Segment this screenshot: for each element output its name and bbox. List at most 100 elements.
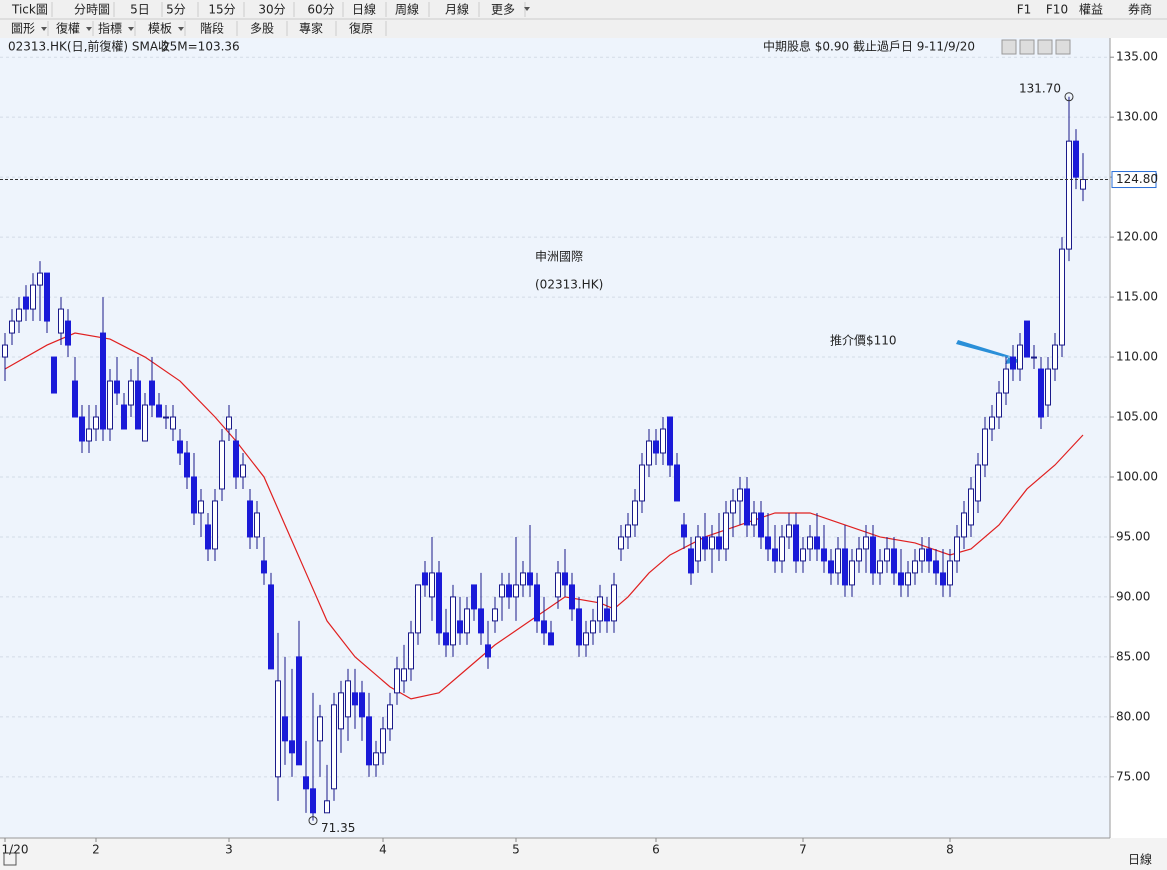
toolbar-item[interactable]: 60分 [307, 3, 334, 17]
y-tick-label: 110.00 [1116, 350, 1158, 364]
candle-body [478, 608, 484, 634]
toolbar-item[interactable]: 多股 [250, 22, 274, 36]
candle-body [65, 320, 71, 346]
candle-body [898, 572, 904, 586]
toolbar-item[interactable]: 5日 [130, 3, 150, 17]
candle-body [450, 596, 456, 646]
candle-body [191, 476, 197, 514]
toolbar-item[interactable]: 券商 [1128, 2, 1152, 17]
toolbar-item[interactable]: 30分 [258, 3, 285, 17]
candle-body [807, 536, 813, 550]
toolbar-item[interactable]: 周線 [395, 2, 419, 17]
candle-body [1080, 179, 1086, 190]
candle-body [198, 500, 204, 514]
candle-body [569, 584, 575, 610]
y-tick-label: 135.00 [1116, 50, 1158, 64]
toolbar-item[interactable]: 5分 [166, 3, 186, 17]
candle-body [646, 440, 652, 466]
candle-body [667, 416, 673, 466]
high-marker [1064, 92, 1074, 102]
candle-body [520, 572, 526, 586]
toolbar-item[interactable]: 指標 [98, 21, 122, 36]
candle-body [590, 620, 596, 634]
candle-body [387, 704, 393, 730]
candle-body [303, 776, 309, 790]
toolbar-item[interactable]: 專家 [299, 21, 323, 36]
annotation: (02313.HK) [535, 278, 603, 292]
dividend-note: 中期股息 $0.90 截止過戶日 9-11/9/20 [763, 39, 975, 54]
candle-body [58, 308, 64, 334]
candle-body [695, 536, 701, 562]
candle-body [86, 428, 92, 442]
tool-button[interactable] [1055, 39, 1071, 55]
candle-body [681, 524, 687, 538]
icon[interactable] [3, 852, 17, 866]
candle-body [660, 428, 666, 454]
candle-body [23, 296, 29, 310]
y-tick-label: 95.00 [1116, 529, 1150, 543]
candle-body [912, 560, 918, 574]
candle-body [1038, 368, 1044, 418]
candle-body [772, 548, 778, 562]
bottom-bg [0, 838, 1167, 870]
candle-body [184, 452, 190, 478]
candle-body [16, 308, 22, 322]
tool-button[interactable] [1019, 39, 1035, 55]
period-label[interactable]: 日線 [1128, 852, 1152, 867]
tool-button[interactable] [1001, 39, 1017, 55]
candle-body [639, 464, 645, 502]
candle-body [947, 560, 953, 586]
candle-body [1017, 344, 1023, 370]
candle-body [933, 560, 939, 574]
toolbar-item[interactable]: 圖形 [11, 22, 35, 36]
x-tick-label: 8 [946, 843, 954, 857]
candle-body [100, 332, 106, 430]
candle-body [170, 416, 176, 430]
high-label: 131.70 [1019, 81, 1061, 95]
tool-button[interactable] [1037, 39, 1053, 55]
toolbar-item[interactable]: 月線 [445, 2, 469, 17]
candle-body [422, 572, 428, 586]
candle-body [415, 584, 421, 634]
toolbar-item[interactable]: F10 [1046, 3, 1068, 17]
candle-body [989, 416, 995, 430]
dropdown-arrow [178, 27, 184, 31]
candle-body [401, 668, 407, 682]
candle-body [457, 620, 463, 634]
candle-body [485, 644, 491, 658]
x-tick-label: 2 [92, 843, 100, 857]
candle-body [779, 536, 785, 562]
candle-body [891, 548, 897, 574]
toolbar-item[interactable]: F1 [1017, 3, 1032, 17]
candle-body [380, 728, 386, 754]
candle-body [1073, 140, 1079, 178]
toolbar-item[interactable]: 分時圖 [74, 3, 110, 17]
candle-body [1059, 248, 1065, 346]
candle-body [940, 572, 946, 586]
candle-body [674, 464, 680, 502]
toolbar-item[interactable]: 復權 [56, 21, 80, 36]
toolbar-item[interactable]: 15分 [208, 3, 235, 17]
candle-body [765, 536, 771, 550]
toolbar-item[interactable]: 階段 [200, 21, 224, 36]
candle-body [2, 344, 8, 358]
candle-body [212, 500, 218, 550]
candle-body [121, 404, 127, 430]
toolbar-item[interactable]: 更多 [491, 3, 515, 17]
y-tick-label: 90.00 [1116, 589, 1150, 603]
candle-body [800, 548, 806, 562]
candle-body [1010, 356, 1016, 370]
candle-body [205, 524, 211, 550]
toolbar-item[interactable]: Tick圖 [11, 3, 48, 17]
toolbar-item[interactable]: 權益 [1079, 3, 1103, 17]
candle-body [296, 656, 302, 766]
candle-body [156, 404, 162, 418]
toolbar-item[interactable]: 日線 [352, 2, 376, 17]
last-price-box [1111, 171, 1157, 189]
candle-body [1003, 368, 1009, 394]
candle-body [982, 428, 988, 466]
y-tick-label: 75.00 [1116, 769, 1150, 783]
toolbar-item[interactable]: 復原 [349, 21, 373, 36]
candle-body [632, 500, 638, 526]
toolbar-item[interactable]: 模板 [148, 22, 172, 36]
